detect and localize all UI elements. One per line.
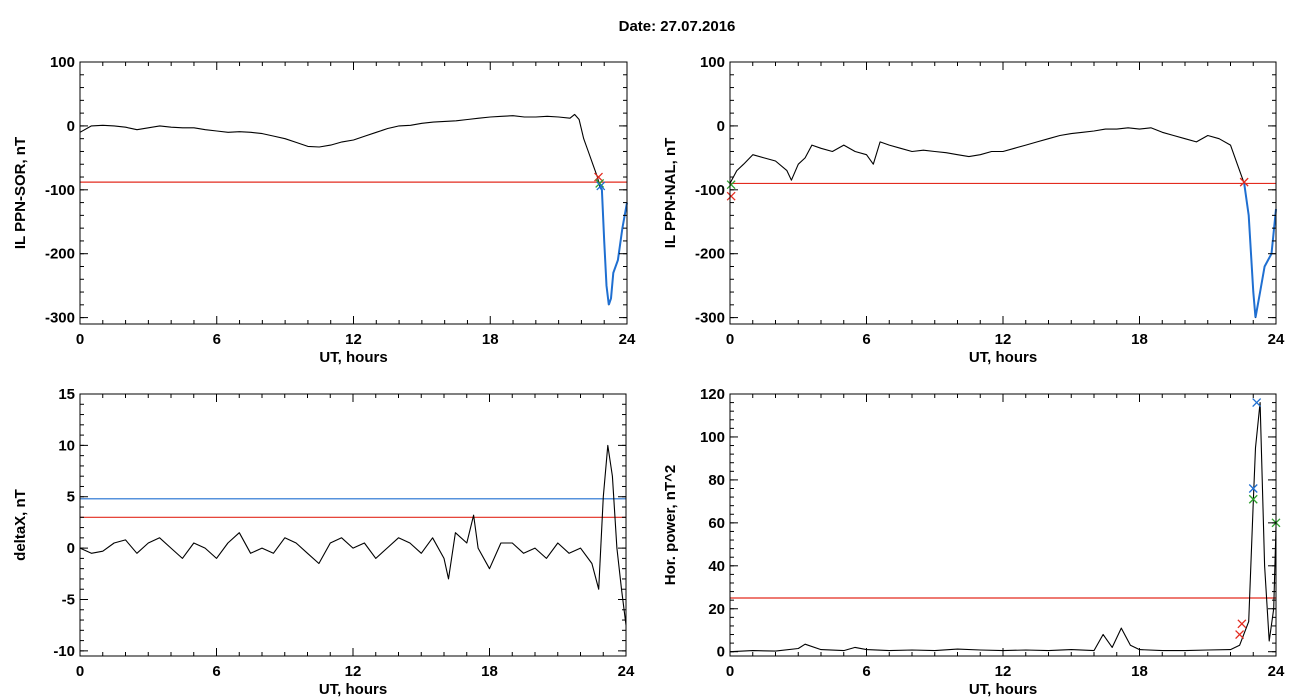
data-series-line [79,444,627,626]
y-tick-label: 20 [708,601,725,618]
y-tick-label: 0 [67,118,75,135]
highlight-segment [598,186,628,306]
chart-panel-2: 0 6 12 18 24 -300 -200 -100 0 100 UT, hours IL PPN-… [662,54,1285,366]
event-marker [726,180,736,190]
x-tick-label: 24 [619,331,636,348]
y-tick-label: -200 [45,246,75,263]
event-marker [1248,484,1258,493]
y-tick-label: 120 [700,386,725,403]
data-series-line [729,127,1277,319]
x-tick-label: 6 [862,663,870,680]
x-tick-label: 18 [1131,663,1148,680]
y-tick-label: -5 [62,591,75,608]
x-tick-label: 0 [726,663,734,680]
event-marker [595,178,605,188]
y-tick-label: -300 [695,310,725,327]
y-tick-label: 5 [67,489,75,506]
y-tick-label: 0 [67,540,75,557]
event-marker [1239,177,1249,187]
marker-stroke [1235,630,1245,639]
plot-frame [79,61,628,325]
plot-frame [729,61,1277,325]
highlight-segment [1243,183,1277,318]
y-tick-label: -10 [53,643,75,660]
x-tick-label: 0 [76,663,84,680]
y-axis-title: deltaX, nT [12,489,29,561]
y-tick-label: -100 [45,182,75,199]
x-tick-label: 12 [995,663,1012,680]
y-axis-title: IL PPN-SOR, nT [12,137,29,249]
plot-frame [729,393,1277,657]
x-axis-title: UT, hours [319,681,387,698]
y-tick-label: 80 [708,472,725,489]
y-tick-label: 40 [708,558,725,575]
x-axis-title: UT, hours [969,349,1037,366]
data-series-line [729,402,1277,653]
event-marker [1248,494,1258,504]
y-tick-label: 0 [717,644,725,661]
y-tick-label: 100 [700,54,725,71]
y-tick-label: -300 [45,310,75,327]
x-tick-label: 6 [862,331,870,348]
page-title: Date: 27.07.2016 [0,18,1300,36]
x-tick-label: 12 [345,663,362,680]
chart-panel-1: 0 6 12 18 24 -300 -200 -100 0 100 UT, hours IL PPN-… [12,54,636,366]
x-tick-label: 12 [345,331,362,348]
data-series-line [79,113,628,306]
x-tick-label: 0 [726,331,734,348]
event-marker [726,191,736,201]
event-marker [596,181,606,191]
x-tick-label: 6 [212,663,220,680]
date-title: Date: 27.07.2016 [618,18,736,35]
x-tick-label: 24 [618,663,635,680]
marker-stroke [1237,619,1247,629]
event-marker [1235,630,1245,639]
y-tick-label: -100 [695,182,725,199]
marker-stroke [726,180,736,190]
x-tick-label: 6 [213,331,221,348]
y-tick-label: 60 [708,515,725,532]
plot-frame [79,393,627,657]
event-marker [1237,619,1247,629]
x-tick-label: 24 [1268,331,1285,348]
chart-panel-3: 0 6 12 18 24 -10 -5 0 5 10 15 UT, hours deltaX, nT [12,386,635,698]
y-tick-label: -200 [695,246,725,263]
marker-stroke [726,191,736,201]
event-marker [1252,398,1262,408]
marker-stroke [1248,484,1258,493]
marker-stroke [595,178,605,188]
marker-stroke [1252,398,1262,408]
x-axis-title: UT, hours [319,349,387,366]
y-tick-label: 100 [700,429,725,446]
y-axis-title: Hor. power, nT^2 [662,465,679,585]
x-tick-label: 24 [1268,663,1285,680]
x-tick-label: 0 [76,331,84,348]
marker-stroke [596,181,606,191]
marker-stroke [1239,177,1249,187]
x-tick-label: 18 [481,663,498,680]
x-tick-label: 18 [482,331,499,348]
chart-panel-4: 0 6 12 18 24 0 20 40 60 80 100 120 UT, hours Hor. pow… [662,386,1285,698]
y-tick-label: 0 [717,118,725,135]
x-axis-title: UT, hours [969,681,1037,698]
x-tick-label: 12 [995,331,1012,348]
y-tick-label: 15 [58,386,75,403]
y-axis-title: IL PPN-NAL, nT [662,138,679,249]
y-tick-label: 10 [58,437,75,454]
marker-stroke [1248,494,1258,504]
y-tick-label: 100 [50,54,75,71]
x-tick-label: 18 [1131,331,1148,348]
